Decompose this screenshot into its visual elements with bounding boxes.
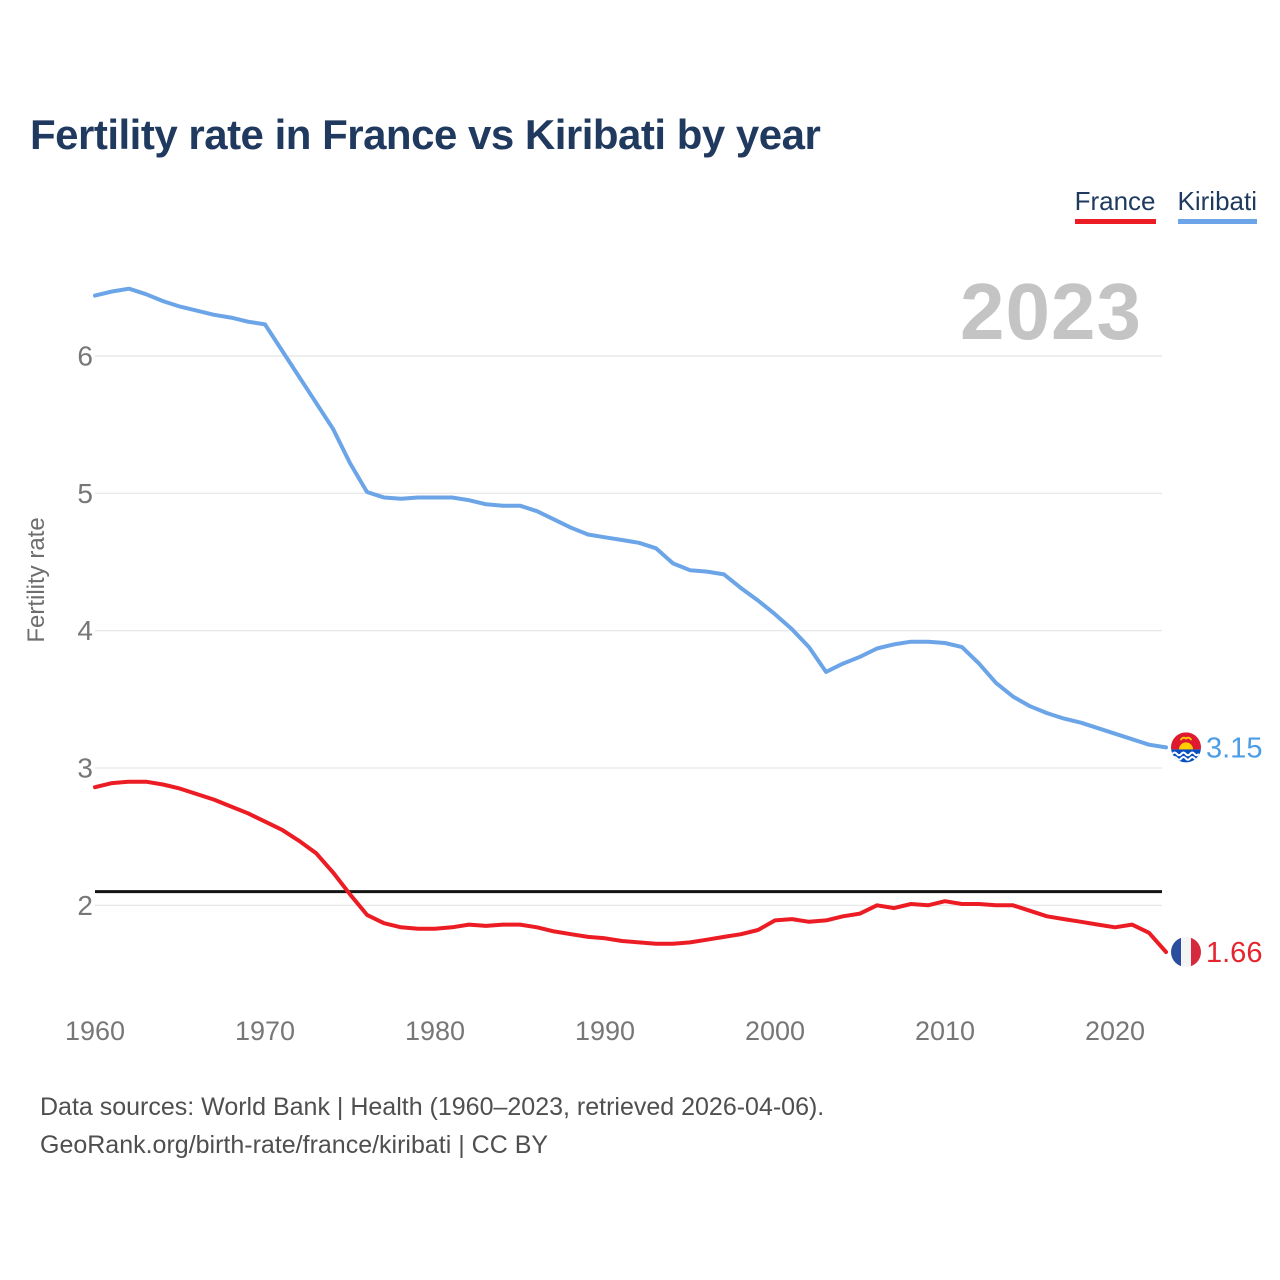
x-tick-label: 2020 xyxy=(1085,1016,1145,1046)
x-tick-label: 2000 xyxy=(745,1016,805,1046)
kiribati-end-value: 3.15 xyxy=(1206,732,1262,764)
y-tick-label: 5 xyxy=(77,478,93,509)
x-tick-label: 1980 xyxy=(405,1016,465,1046)
france-line xyxy=(93,779,1168,954)
y-tick-label: 4 xyxy=(77,615,93,646)
watermark-year: 2023 xyxy=(960,267,1142,356)
x-tick-label: 1990 xyxy=(575,1016,635,1046)
source-note: Data sources: World Bank | Health (1960–… xyxy=(40,1088,824,1164)
france-end-value: 1.66 xyxy=(1206,937,1262,969)
x-tick-label: 2010 xyxy=(915,1016,975,1046)
kiribati-line xyxy=(93,286,1168,750)
source-line-2: GeoRank.org/birth-rate/france/kiribati |… xyxy=(40,1131,549,1159)
y-tick-label: 6 xyxy=(77,341,93,372)
kiribati-flag-icon xyxy=(1171,732,1201,763)
y-axis-title: Fertility rate xyxy=(23,517,50,642)
x-tick-label: 1970 xyxy=(235,1016,295,1046)
x-tick-label: 1960 xyxy=(65,1016,125,1046)
legend-label-kiribati: Kiribati xyxy=(1177,186,1257,216)
legend-label-france: France xyxy=(1074,186,1156,216)
legend: France Kiribati xyxy=(1074,186,1257,224)
legend-item-france[interactable]: France xyxy=(1074,186,1156,224)
chart-title: Fertility rate in France vs Kiribati by … xyxy=(30,111,821,158)
y-tick-label: 3 xyxy=(77,753,93,784)
source-line-1: Data sources: World Bank | Health (1960–… xyxy=(40,1093,825,1121)
y-tick-label: 2 xyxy=(77,890,93,921)
france-flag-icon xyxy=(1171,937,1201,968)
legend-item-kiribati[interactable]: Kiribati xyxy=(1177,186,1257,224)
